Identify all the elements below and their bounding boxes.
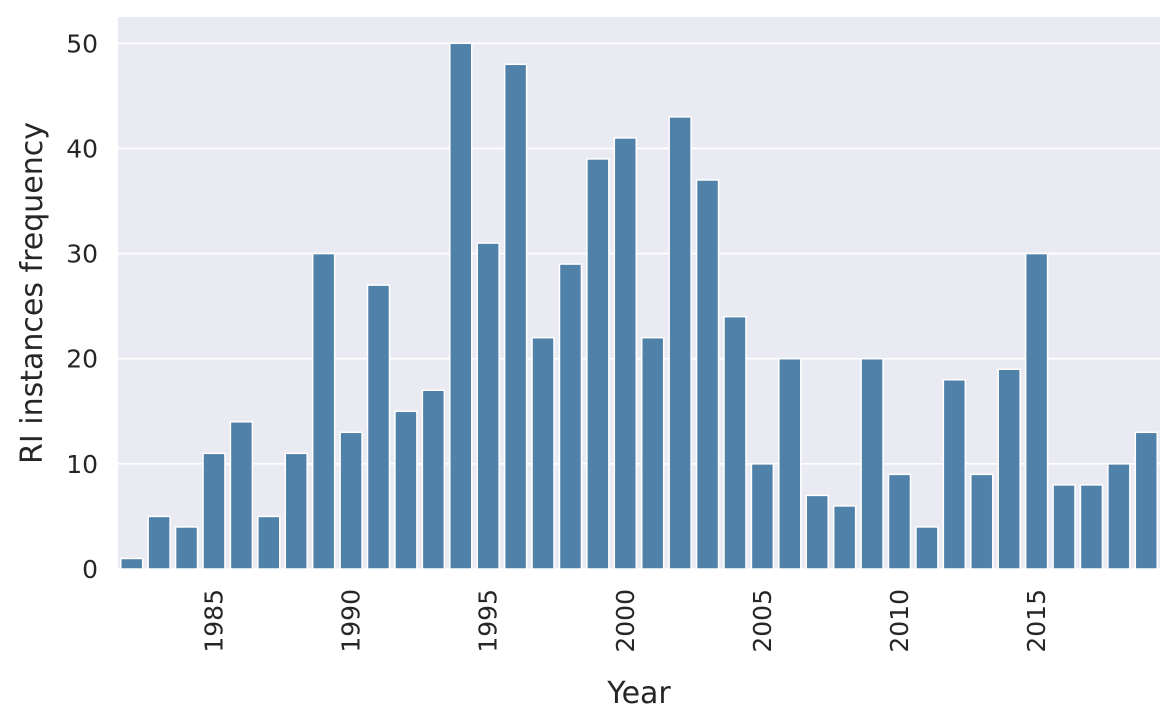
bar [1107, 463, 1131, 570]
y-tick-label: 40 [66, 134, 98, 163]
x-axis-label: Year [606, 676, 671, 711]
bar [147, 515, 171, 570]
bar [1024, 252, 1049, 570]
bar [284, 452, 308, 570]
bar [366, 284, 391, 570]
x-tick-label: 1990 [337, 589, 366, 653]
bars [119, 42, 1159, 570]
bar [915, 526, 939, 570]
bar [970, 473, 994, 570]
bar [558, 263, 583, 570]
bar [531, 336, 555, 570]
bar [503, 63, 528, 570]
bar [668, 116, 692, 570]
x-tick-label: 2010 [885, 589, 914, 653]
x-tick-label: 2000 [611, 589, 640, 653]
bar [1134, 431, 1159, 570]
x-tick-label: 2005 [748, 589, 777, 653]
y-tick-label: 20 [66, 345, 98, 374]
bar [586, 158, 610, 570]
y-tick-label: 50 [66, 29, 98, 58]
bar [613, 137, 638, 570]
bar [805, 494, 829, 570]
bar [942, 378, 967, 570]
bar [750, 463, 775, 570]
x-tick-labels: 1985 1990 1995 2000 2005 2010 2015 [199, 589, 1051, 653]
bar [311, 252, 336, 570]
bar [257, 515, 281, 570]
bar [174, 526, 199, 570]
bar [723, 315, 747, 570]
bar [1052, 484, 1076, 570]
bar [778, 357, 802, 570]
bar [695, 179, 720, 570]
bar [119, 557, 144, 570]
y-tick-label: 10 [66, 450, 98, 479]
y-tick-labels: 0 10 20 30 40 50 [66, 29, 98, 584]
y-tick-label: 0 [82, 555, 98, 584]
bar [997, 368, 1021, 570]
bar [640, 336, 665, 570]
x-tick-label: 1995 [474, 589, 503, 653]
bar [1079, 484, 1104, 570]
bar [832, 505, 857, 570]
x-tick-label: 1985 [199, 589, 228, 653]
y-tick-label: 30 [66, 240, 98, 269]
bar [476, 242, 500, 570]
bar [449, 42, 473, 570]
bar [394, 410, 418, 570]
bar [887, 473, 912, 570]
bar [339, 431, 363, 570]
bar [860, 357, 884, 570]
bar [229, 421, 254, 570]
y-axis-label: RI instances frequency [15, 122, 50, 464]
bar [202, 452, 226, 570]
bar [421, 389, 446, 570]
x-tick-label: 2015 [1022, 589, 1051, 653]
